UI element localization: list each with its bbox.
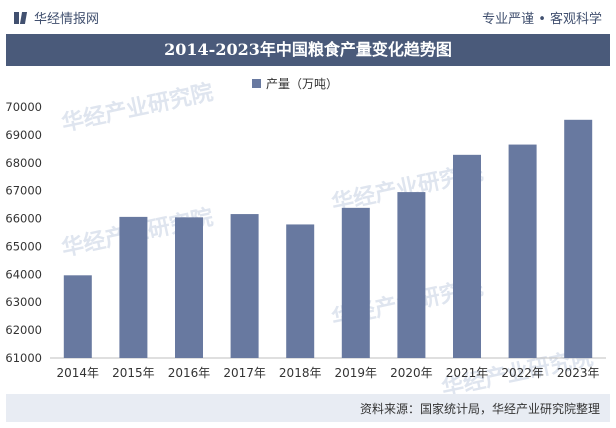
bar (508, 144, 537, 358)
bar (175, 217, 203, 358)
footer: 资料来源：国家统计局，华经产业研究院整理 (6, 394, 610, 422)
y-tick-label: 62000 (5, 323, 42, 337)
bar (564, 119, 593, 358)
legend-label: 产量（万吨） (266, 77, 338, 91)
bar (341, 207, 370, 358)
y-tick-label: 66000 (5, 212, 42, 226)
y-tick-label: 68000 (5, 156, 42, 170)
x-tick-label: 2014年 (57, 366, 100, 380)
y-tick-label: 63000 (5, 295, 42, 309)
y-tick-label: 61000 (5, 351, 42, 365)
x-tick-label: 2021年 (446, 366, 489, 380)
bar-chart: 产量（万吨） 61000 62000 63000 64000 65000 66000 6700… (5, 77, 606, 380)
bar (230, 214, 259, 358)
x-tick-label: 2020年 (390, 366, 433, 380)
source-note: 资料来源：国家统计局，华经产业研究院整理 (359, 402, 600, 416)
x-tick-label: 2018年 (279, 366, 322, 380)
bar (119, 216, 148, 358)
bar (63, 275, 92, 358)
brand: 华经情报网 (14, 8, 99, 27)
y-tick-label: 67000 (5, 184, 42, 198)
bar (453, 154, 481, 358)
x-tick-label: 2017年 (223, 366, 266, 380)
bar (286, 224, 315, 358)
chart-title: 2014-2023年中国粮食产量变化趋势图 (6, 34, 610, 66)
brand-logo-icon (14, 11, 28, 25)
x-tick-label: 2019年 (335, 366, 378, 380)
top-bar: 华经情报网 专业严谨 • 客观科学 (0, 0, 616, 34)
brand-name: 华经情报网 (34, 12, 100, 27)
legend-swatch (252, 79, 261, 88)
x-tick-label: 2023年 (557, 366, 600, 380)
bar (397, 192, 426, 358)
y-tick-label: 70000 (5, 100, 42, 114)
slogan: 专业严谨 • 客观科学 (482, 12, 602, 27)
y-tick-label: 65000 (5, 239, 42, 253)
x-tick-label: 2016年 (168, 366, 211, 380)
x-tick-label: 2022年 (501, 366, 544, 380)
y-tick-label: 69000 (5, 128, 42, 142)
x-tick-label: 2015年 (112, 366, 155, 380)
y-tick-label: 64000 (5, 267, 42, 281)
